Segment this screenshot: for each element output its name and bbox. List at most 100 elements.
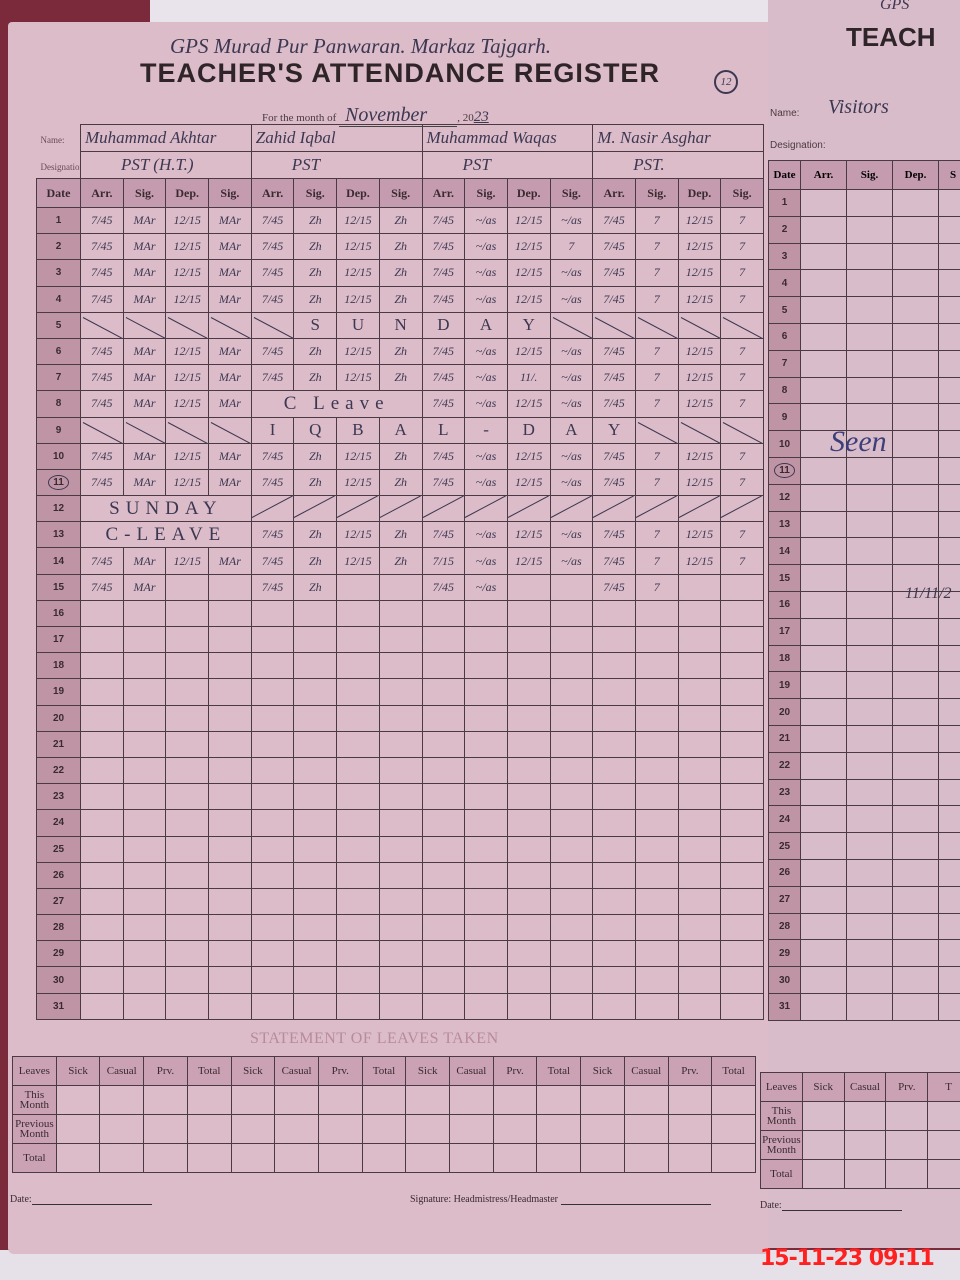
leaves-cell: [405, 1085, 451, 1115]
attendance-cell: ~/as: [549, 206, 594, 235]
right-empty-cell: [800, 537, 847, 566]
right-empty-cell: [938, 376, 960, 405]
attendance-cell: Zh: [293, 573, 338, 601]
empty-cell: [208, 861, 252, 889]
right-date-cell: 29: [768, 939, 801, 968]
empty-cell: [80, 783, 124, 811]
empty-cell: [378, 914, 423, 942]
empty-cell: [80, 835, 124, 863]
right-empty-cell: [892, 832, 939, 860]
right-empty-cell: [938, 483, 960, 512]
date-number: 24: [778, 813, 791, 825]
attendance-cell: -: [464, 416, 508, 444]
leaves-cell: [230, 1114, 276, 1144]
attendance-cell: 12/15: [677, 521, 722, 549]
attendance-cell: 12/15: [165, 285, 210, 313]
date-number: 9: [781, 411, 788, 423]
struck-cell: [549, 495, 594, 523]
attendance-cell: 7: [634, 442, 679, 470]
attendance-cell: N: [378, 311, 423, 339]
leaves-cell: [317, 1085, 363, 1115]
attendance-cell: ~/as: [549, 468, 594, 497]
attendance-cell: 12/15: [677, 547, 722, 575]
right-empty-cell: [892, 430, 939, 458]
attendance-cell: 7/45: [250, 521, 295, 549]
attendance-cell: 7: [634, 547, 679, 575]
right-empty-cell: [846, 483, 893, 512]
table-row: 7 7/45 MAr 12/15 MAr 7/45 Zh 12/15 Zh 7/45 ~/as 11/…: [36, 364, 764, 392]
empty-cell: [293, 730, 338, 758]
teacher-designation: PST: [250, 151, 423, 179]
attendance-cell: MAr: [122, 364, 167, 392]
attendance-cell: MAr: [122, 233, 167, 261]
right-table-row: 7: [768, 349, 960, 378]
teacher-name: Muhammad Waqas: [421, 124, 594, 152]
leaves-header-row: Leaves Sick Casual Prv. Total Sick Casual Prv. T…: [12, 1056, 756, 1086]
right-table-row: 28: [768, 912, 960, 941]
empty-cell: [378, 678, 423, 706]
attendance-cell: MAr: [208, 364, 252, 392]
right-date-cell: 2: [768, 215, 801, 244]
empty-cell: [720, 809, 764, 837]
struck-cell: [677, 311, 722, 339]
date-number: 11: [774, 463, 795, 479]
right-empty-cell: [892, 215, 939, 244]
empty-cell: [336, 914, 380, 942]
struck-cell: [378, 495, 423, 523]
leaves-cell: [99, 1114, 145, 1144]
empty-cell: [592, 678, 636, 706]
empty-cell: [165, 573, 210, 601]
table-row: 3 7/45 MAr 12/15 MAr 7/45 Zh 12/15 Zh 7/45 ~/as 12/…: [36, 259, 764, 287]
right-empty-cell: [938, 617, 960, 646]
header-sig: Sig.: [122, 178, 167, 208]
date-cell: 12: [36, 495, 81, 523]
empty-cell: [720, 599, 764, 628]
attendance-cell: Q: [293, 416, 338, 444]
right-empty-cell: [892, 510, 939, 539]
date-cell: 30: [36, 966, 81, 994]
table-row: 6 7/45 MAr 12/15 MAr 7/45 Zh 12/15 Zh 7/45 ~/as 12/…: [36, 337, 764, 366]
attendance-cell: 12/15: [336, 521, 380, 549]
empty-cell: [122, 887, 167, 916]
empty-cell: [122, 625, 167, 654]
date-number: 14: [778, 545, 791, 557]
leaves-cell: [492, 1114, 538, 1144]
empty-cell: [506, 756, 551, 785]
empty-cell: [549, 678, 594, 706]
leaves-cell: [801, 1130, 845, 1160]
right-empty-cell: [846, 912, 893, 941]
empty-cell: [506, 992, 551, 1020]
date-number: 16: [52, 607, 65, 619]
empty-cell: [378, 730, 423, 758]
right-empty-cell: [846, 885, 893, 914]
date-number: 17: [778, 626, 791, 638]
struck-cell: [165, 311, 210, 339]
empty-cell: [720, 704, 764, 732]
right-empty-cell: [892, 189, 939, 217]
remark-cell: C-LEAVE: [80, 521, 252, 549]
date-number: 13: [52, 529, 65, 541]
empty-cell: [208, 809, 252, 837]
empty-cell: [506, 652, 551, 680]
right-empty-cell: [892, 322, 939, 351]
month-label: For the month of: [262, 112, 337, 124]
date-cell: 7: [36, 364, 81, 392]
table-row: 4 7/45 MAr 12/15 MAr 7/45 Zh 12/15 Zh 7/45 ~/as 12/…: [36, 285, 764, 313]
date-cell: 3: [36, 259, 81, 287]
empty-cell: [165, 914, 210, 942]
empty-cell: [506, 573, 551, 601]
right-date-cell: 23: [768, 778, 801, 807]
empty-cell: [421, 599, 466, 628]
leaves-column-header: Sick: [580, 1056, 625, 1086]
date-cell: 4: [36, 285, 81, 313]
empty-cell: [592, 940, 636, 968]
struck-cell: [634, 311, 679, 339]
empty-cell: [506, 966, 551, 994]
right-empty-cell: [800, 189, 847, 217]
right-empty-cell: [846, 778, 893, 807]
right-date-cell: 27: [768, 885, 801, 914]
attendance-cell: B: [336, 416, 380, 444]
table-row: 11 7/45 MAr 12/15 MAr 7/45 Zh 12/15 Zh 7/45 ~/as 12…: [36, 468, 764, 497]
leaves-column-header: Sick: [801, 1072, 845, 1102]
attendance-cell: 12/15: [506, 206, 551, 235]
